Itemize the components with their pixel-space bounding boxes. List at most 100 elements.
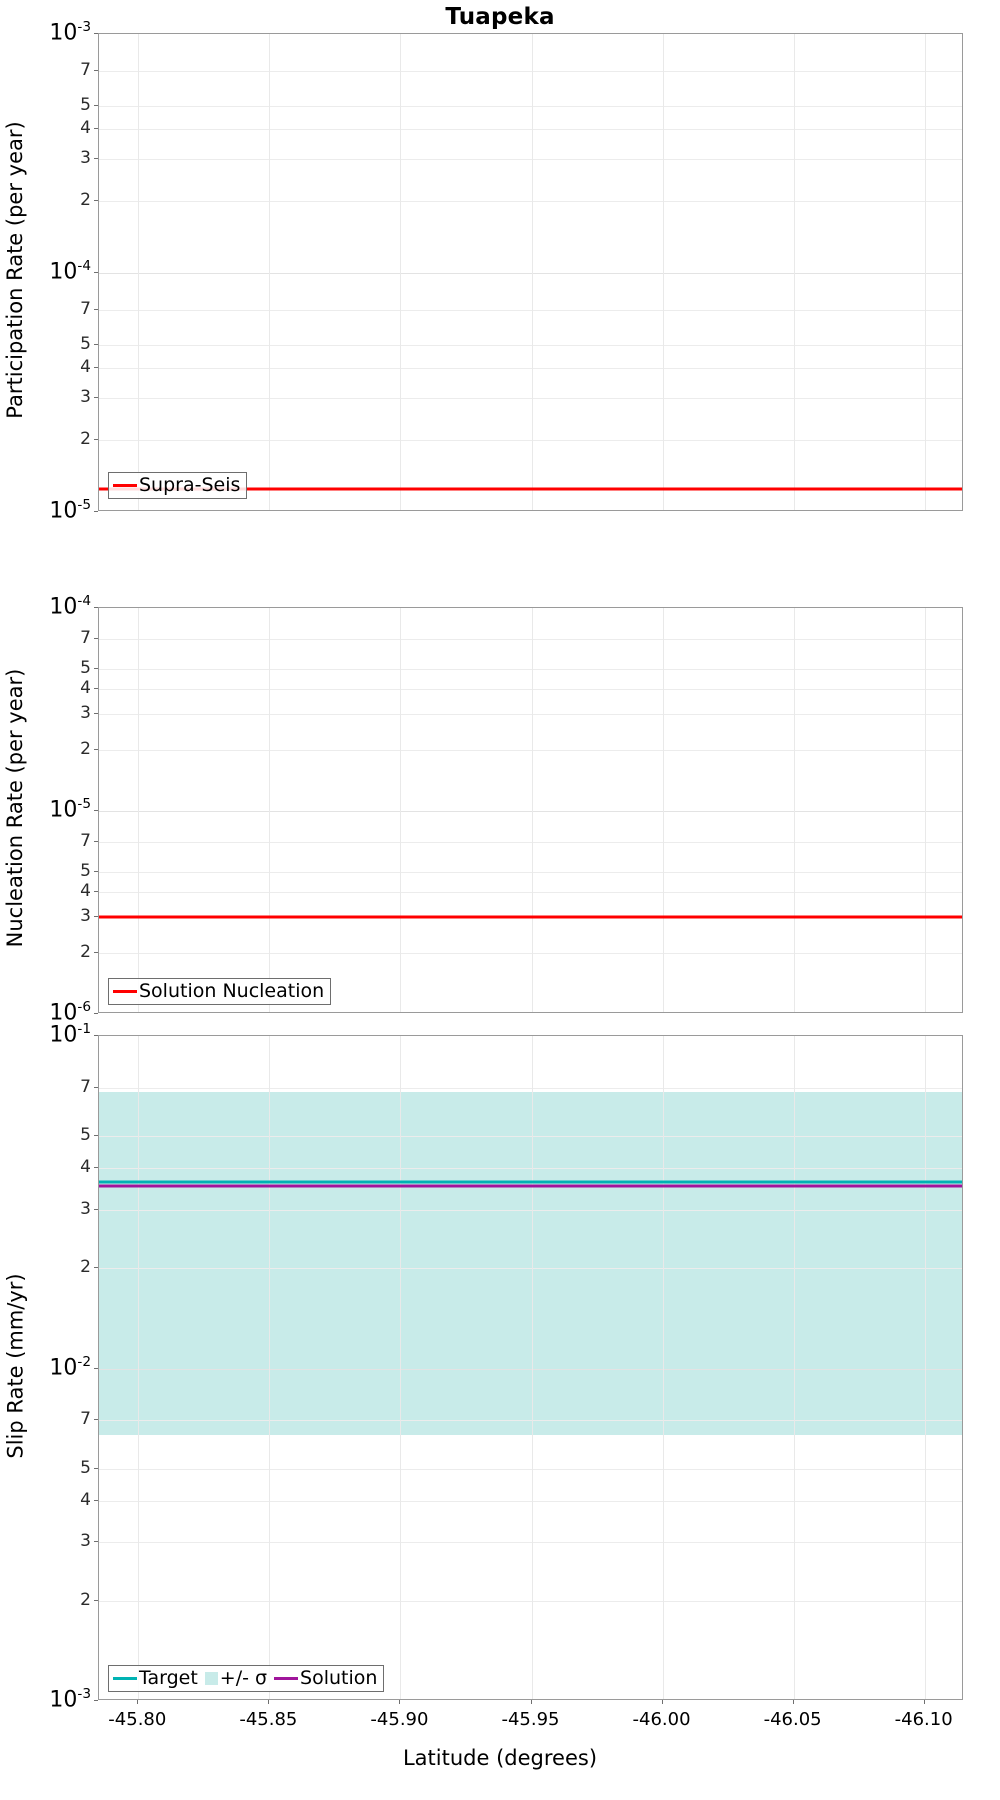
gridline-vertical (925, 34, 926, 510)
gridline-vertical (925, 1036, 926, 1699)
legend-line-swatch (274, 1677, 299, 1680)
y-tick-mark (94, 1209, 98, 1210)
gridline-horizontal (99, 714, 962, 715)
gridline-horizontal (99, 398, 962, 399)
data-line-solution-nucleation (99, 915, 962, 919)
x-tick-label: -45.85 (239, 1709, 298, 1730)
x-tick-mark (531, 1700, 532, 1704)
legend-participation[interactable]: Supra-Seis (108, 471, 248, 499)
y-tick-label: 4 (80, 357, 91, 378)
legend-label: Supra-Seis (139, 473, 241, 496)
y-tick-mark (94, 439, 98, 440)
gridline-horizontal (99, 872, 962, 873)
y-tick-mark (94, 1419, 98, 1420)
gridline-horizontal (99, 811, 962, 812)
plot-area-participation (99, 34, 962, 510)
legend-entry: Solution Nucleation (113, 982, 324, 1001)
gridline-horizontal (99, 1542, 962, 1543)
y-tick-label: 2 (80, 941, 91, 962)
x-tick-label: -46.10 (894, 1709, 953, 1730)
gridline-vertical (138, 1036, 139, 1699)
gridline-horizontal (99, 892, 962, 893)
legend-line-swatch (113, 483, 137, 487)
gridline-vertical (400, 34, 401, 510)
gridline-horizontal (99, 129, 962, 130)
data-line-target (99, 1180, 962, 1184)
gridline-horizontal (99, 639, 962, 640)
legend-nucleation[interactable]: Solution Nucleation (108, 978, 332, 1005)
gridline-horizontal (99, 273, 962, 274)
x-tick-mark (662, 1700, 663, 1704)
plot-area-nucleation (99, 608, 962, 1012)
legend-line-swatch (113, 990, 137, 993)
gridline-horizontal (99, 1469, 962, 1470)
y-tick-mark (94, 841, 98, 842)
y-tick-mark (94, 1368, 98, 1369)
y-tick-mark (94, 668, 98, 669)
legend-label: Solution (300, 1667, 378, 1689)
legend-label: Target (139, 1667, 198, 1689)
gridline-horizontal (99, 1210, 962, 1211)
gridline-horizontal (99, 71, 962, 72)
y-tick-mark (94, 952, 98, 953)
x-tick-mark (399, 1700, 400, 1704)
y-tick-label: 4 (80, 880, 91, 901)
legend-label: +/- σ (219, 1667, 268, 1689)
gridline-horizontal (99, 1136, 962, 1137)
y-tick-mark (94, 105, 98, 106)
y-tick-mark (94, 810, 98, 811)
y-tick-label: 5 (80, 861, 91, 882)
y-tick-mark (94, 1468, 98, 1469)
y-tick-label: 5 (80, 333, 91, 354)
y-tick-label: 3 (80, 386, 91, 407)
y-tick-mark (94, 1167, 98, 1168)
gridline-horizontal (99, 1168, 962, 1169)
legend-entry: Supra-Seis (113, 473, 241, 496)
y-tick-mark (94, 638, 98, 639)
y-tick-label: 7 (80, 60, 91, 81)
y-tick-mark (94, 1600, 98, 1601)
data-line-solution (99, 1184, 962, 1188)
x-tick-label: -45.80 (108, 1709, 167, 1730)
gridline-vertical (532, 1036, 533, 1699)
gridline-vertical (138, 34, 139, 510)
gridline-vertical (138, 608, 139, 1012)
gridline-vertical (794, 34, 795, 510)
y-tick-mark (94, 688, 98, 689)
y-tick-label: 2 (80, 429, 91, 450)
y-tick-mark (94, 200, 98, 201)
gridline-vertical (794, 608, 795, 1012)
y-tick-label: 4 (80, 118, 91, 139)
y-tick-mark (94, 128, 98, 129)
gridline-vertical (269, 34, 270, 510)
y-tick-label: 3 (80, 906, 91, 927)
legend-line-swatch (113, 1677, 137, 1680)
gridline-horizontal (99, 669, 962, 670)
plot-area-slip (99, 1036, 962, 1699)
y-tick-label: 7 (80, 299, 91, 320)
y-tick-label: 5 (80, 94, 91, 115)
y-tick-mark (94, 1700, 98, 1701)
y-tick-label: 2 (80, 1589, 91, 1610)
gridline-vertical (269, 608, 270, 1012)
y-tick-mark (94, 158, 98, 159)
y-tick-label: 3 (80, 1531, 91, 1552)
gridline-horizontal (99, 1369, 962, 1370)
gridline-vertical (532, 608, 533, 1012)
gridline-horizontal (99, 310, 962, 311)
sigma-band (99, 1091, 962, 1436)
y-tick-label: 2 (80, 738, 91, 759)
x-axis-label: Latitude (degrees) (402, 1746, 598, 1770)
gridline-horizontal (99, 689, 962, 690)
gridline-vertical (532, 34, 533, 510)
legend-slip[interactable]: Target +/- σ Solution (108, 1665, 385, 1692)
panel-participation-rate (98, 33, 963, 511)
y-tick-mark (94, 1541, 98, 1542)
panel-slip-rate (98, 1035, 963, 1700)
gridline-vertical (400, 608, 401, 1012)
y-tick-mark (94, 70, 98, 71)
gridline-horizontal (99, 750, 962, 751)
y-tick-mark (94, 891, 98, 892)
gridline-horizontal (99, 1501, 962, 1502)
